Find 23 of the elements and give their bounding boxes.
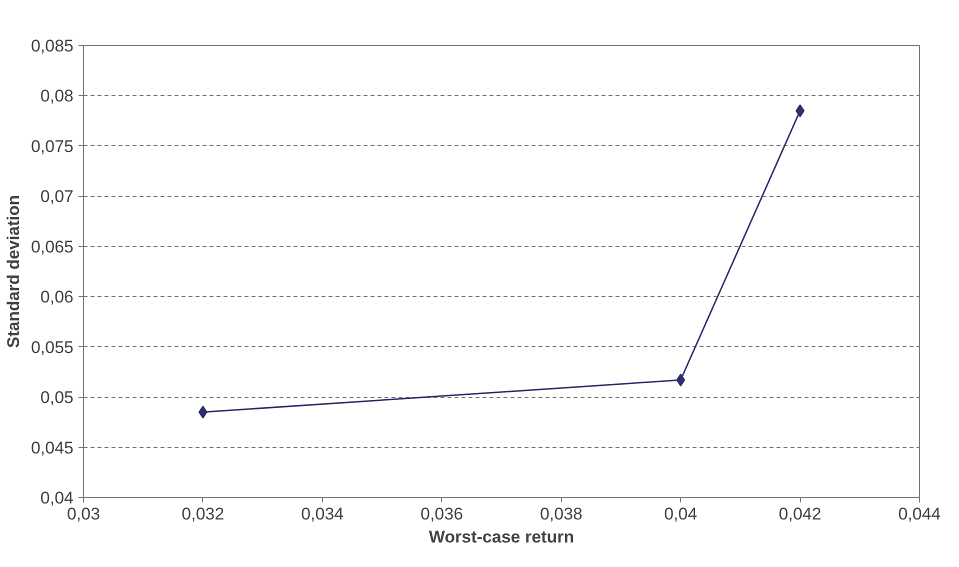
x-tick-label: 0,034	[301, 504, 344, 524]
y-tick-label: 0,06	[40, 288, 74, 307]
y-tick-label: 0,07	[40, 187, 74, 206]
x-tick-label: 0,032	[182, 504, 224, 524]
point	[796, 104, 805, 118]
y-axis-title: Standard deviation	[4, 194, 23, 348]
x-tick-label: 0,042	[778, 504, 822, 524]
y-tick-label: 0,045	[30, 438, 74, 458]
y-tick-label: 0,085	[30, 36, 74, 56]
x-axis-title: Worst-case return	[428, 528, 574, 546]
y-tick-label: 0,075	[30, 136, 74, 156]
y-tick-label: 0,08	[40, 86, 74, 106]
point	[676, 373, 686, 386]
y-tick-label: 0,065	[30, 237, 74, 256]
x-tick-label: 0,044	[898, 504, 941, 524]
x-tick-label: 0,038	[540, 504, 582, 524]
x-tick-label: 0,036	[420, 504, 464, 524]
y-tick-label: 0,05	[40, 388, 74, 408]
point	[198, 406, 208, 419]
y-tick-label: 0,04	[40, 488, 74, 508]
x-tick-label: 0,04	[664, 504, 698, 524]
x-tick-label: 0,03	[66, 504, 100, 524]
y-tick-label: 0,055	[30, 338, 74, 357]
